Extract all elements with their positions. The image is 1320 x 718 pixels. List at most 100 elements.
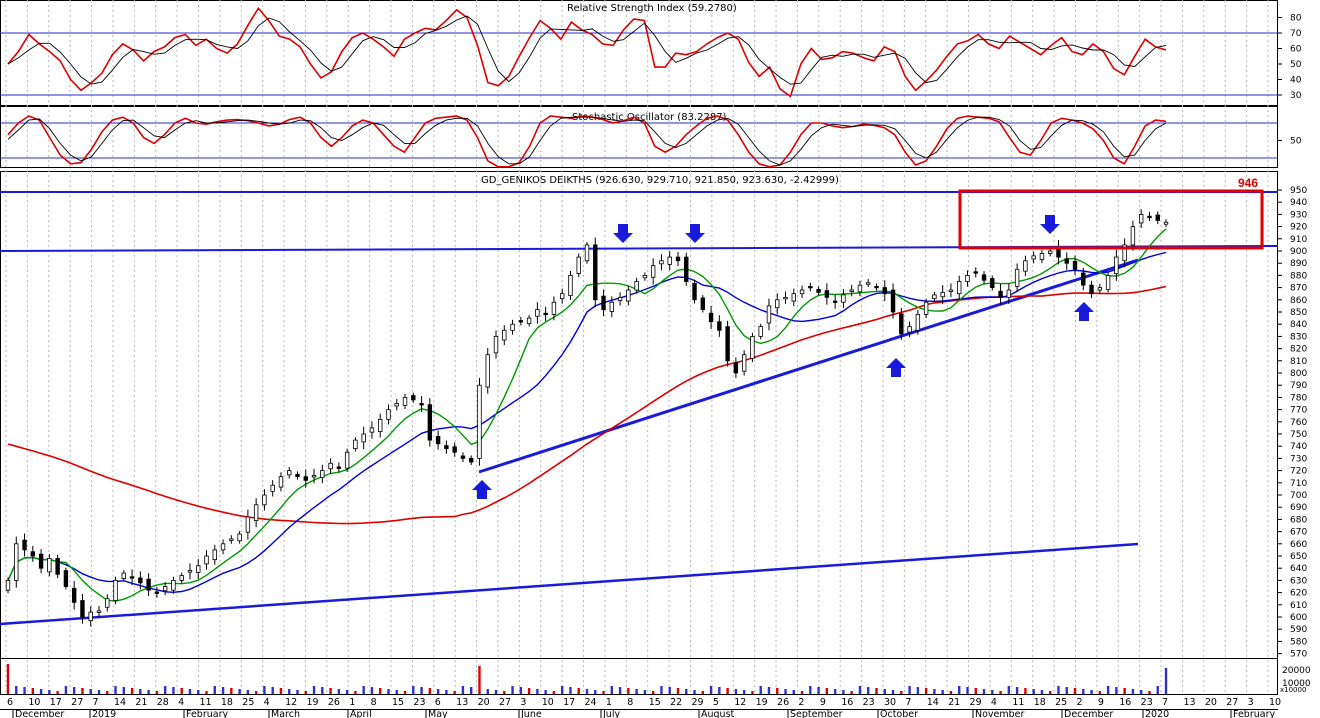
candle-body [460,455,466,459]
candle-body [518,320,524,323]
x-day-label: 30 [884,697,896,708]
candle-body [1130,226,1136,246]
candle [965,270,970,287]
candle [1064,252,1069,270]
candle-body [1105,274,1111,290]
candle-body [105,598,110,608]
x-day-label: 21 [135,697,147,708]
rsi-tick-label: 70 [1290,29,1302,39]
candle-body [1114,256,1119,274]
x-day-label: 14 [114,697,126,708]
volume-bar [999,691,1002,694]
candle [543,306,548,322]
candle [626,285,631,306]
x-month-label: May [428,709,448,718]
price-tick-label: 610 [1290,601,1307,611]
candle-body [493,335,499,354]
x-day-label: 4 [264,697,270,708]
volume-bar [271,687,274,694]
candle [262,489,267,511]
price-tick-label: 740 [1290,442,1307,452]
price-tick-label: 830 [1290,332,1307,342]
candle [973,267,978,278]
volume-bar [1065,687,1068,694]
candle-body [692,282,697,301]
candle [1056,240,1061,265]
x-day-label: 27 [71,697,83,708]
candle-body [1006,289,1012,298]
candle-body [824,290,830,298]
volume-bar [163,686,167,694]
volume-bar [784,689,787,694]
x-day-label: 10 [28,697,40,708]
rsi-title: Relative Strength Index (59.2780) [567,3,737,14]
candle [146,573,151,597]
candle [71,581,77,610]
x-day-label: 18 [221,697,233,708]
candle-body [948,289,954,292]
candle [948,283,954,298]
x-day-label: 27 [499,697,511,708]
volume-bar [1115,687,1118,694]
candle-body [444,445,449,450]
candle [857,280,863,297]
candle-body [386,409,391,420]
candle [551,296,557,321]
x-month-label: March [271,709,300,718]
candle-body [253,504,259,522]
candle-body [866,282,871,285]
volume-bar [594,690,597,694]
candle [220,539,226,555]
candle-body [1155,214,1160,221]
candle [642,272,648,281]
candle-body [287,470,292,476]
candle-body [576,256,581,274]
candle [981,271,987,284]
x-day-label: 12 [734,697,746,708]
candle [1039,249,1045,264]
volume-bar [329,688,332,694]
volume-bar [991,690,994,694]
volume-tick-label: 20000 [1282,666,1311,676]
volume-bar [1032,689,1035,694]
candle [899,307,904,340]
candle-body [874,285,879,289]
candle-body [411,395,416,401]
stochastic-k-line [7,115,1167,168]
candle [121,570,126,582]
candle-body [675,256,681,262]
price-tick-label: 710 [1290,479,1307,489]
candle-body [973,271,978,274]
price-tick-label: 650 [1290,552,1307,562]
x-day-label: 11 [1012,697,1024,708]
candle-body [775,299,780,309]
candle [998,283,1003,305]
volume-bar [15,686,18,694]
price-tick-label: 820 [1290,345,1307,355]
x-day-label: 5 [713,697,719,708]
candle-body [80,600,85,618]
volume-bar [850,691,853,694]
candle [1138,209,1144,229]
candle [634,277,639,294]
volume-bar [1024,688,1027,694]
candle [684,252,689,286]
candle-body [841,294,846,303]
price-tick-label: 670 [1290,528,1307,538]
x-month-label: 2019 [92,709,116,718]
volume-bar [1148,691,1151,694]
stochastic-panel: Stochastic Oscillator (83.2287) 50 [0,112,1302,168]
candle-body [63,570,69,587]
moving-average-blue [7,251,1167,594]
x-day-label: 26 [777,697,789,708]
candle [675,251,681,266]
candle [923,298,929,319]
candle-body [220,543,226,551]
volume-bar [610,686,614,694]
candle [179,572,184,584]
moving-average-green [7,228,1167,602]
candle [196,559,201,580]
candle [849,284,854,297]
candle [584,241,590,264]
